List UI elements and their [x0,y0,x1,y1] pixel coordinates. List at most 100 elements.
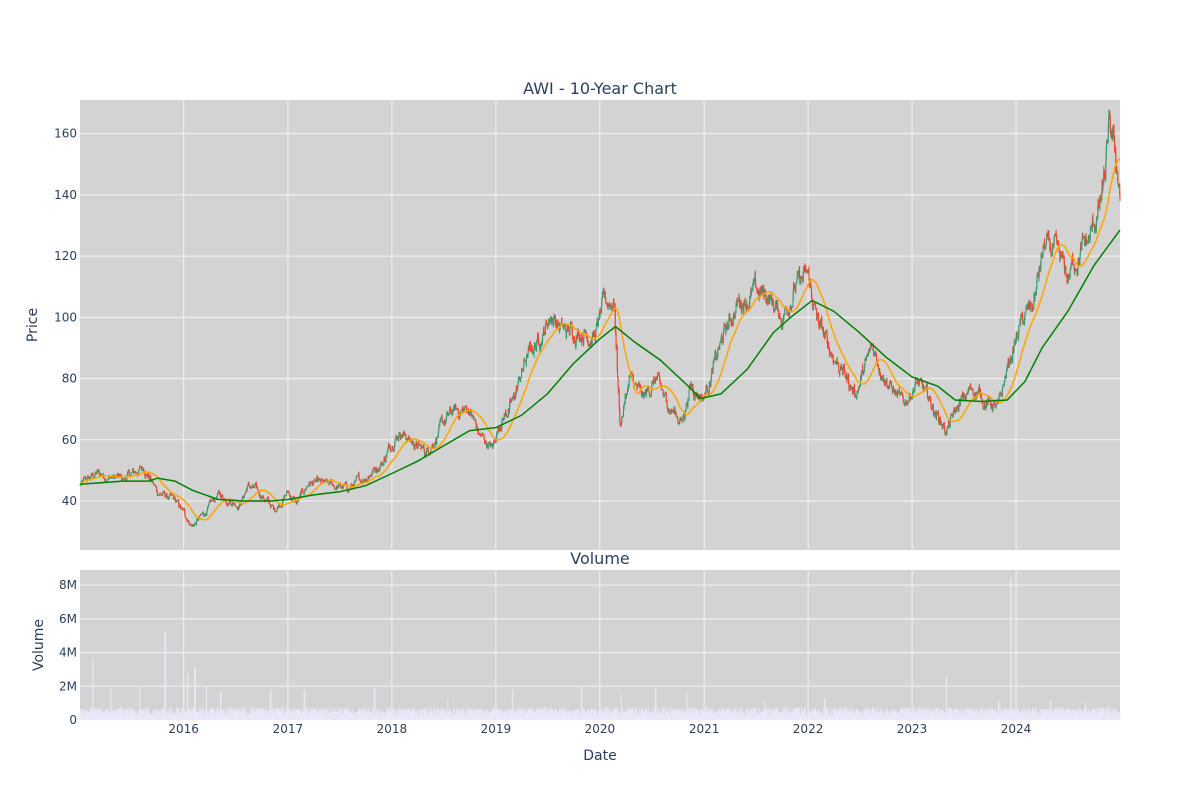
candle-body [261,497,262,498]
candle-body [480,436,481,437]
candle-body [761,287,762,293]
candle-body [430,449,431,452]
candle-body [189,524,190,525]
candle-body [759,289,760,290]
candle-body [87,476,88,479]
candle-body [81,480,82,481]
candle-body [424,453,425,455]
candle-body [205,514,206,516]
candle-body [767,298,768,304]
candle-body [335,488,336,489]
candle-body [622,416,623,417]
candle-body [950,421,951,426]
candle-body [397,437,398,440]
candle-body [981,394,982,398]
candle-body [93,475,94,477]
candle-body [484,442,485,443]
candle-body [803,269,804,274]
candle-body [249,487,250,488]
candle-body [271,505,272,506]
candle-body [592,333,593,339]
candle-body [207,507,208,510]
candle-body [303,493,304,494]
candle-body [173,496,174,499]
candle-body [649,390,650,393]
candle-body [393,450,394,451]
candle-body [546,323,547,325]
candle-body [488,445,489,446]
candle-body [875,352,876,355]
candle-body [504,413,505,416]
candle-body [897,393,898,397]
candle-body [945,434,946,435]
candle-body [183,509,184,510]
candle-body [274,508,275,510]
candle-body [321,480,322,481]
candle-body [1049,239,1050,240]
candle-body [404,431,405,432]
candle-body [929,397,930,398]
candle-body [405,433,406,435]
candle-body [888,386,889,388]
candle-body [947,428,948,429]
candle-body [267,497,268,498]
candle-body [651,392,652,396]
candle-body [263,496,264,497]
candle-body [1027,304,1028,309]
candle-body [245,492,246,494]
candle-body [221,495,222,497]
candle-body [305,489,306,490]
candle-body [965,398,966,400]
candle-body [269,502,270,504]
candle-body [637,386,638,389]
candle-body [355,480,356,482]
candle-body [749,296,750,298]
candle-body [688,400,689,401]
candle-body [248,482,249,484]
candle-body [1063,253,1064,257]
candle-body [868,352,869,356]
candle-body [1051,252,1052,256]
candle-body [534,343,535,347]
candle-body [595,330,596,336]
candle-body [690,384,691,387]
candle-body [957,406,958,410]
candle-body [1045,248,1046,249]
candle-body [436,439,437,444]
candle-body [309,482,310,483]
candle-body [444,421,445,424]
candle-body [795,284,796,291]
candle-body [923,385,924,389]
candle-body [610,306,611,307]
candle-body [307,486,308,487]
candle-body [486,444,487,448]
candle-body [624,405,625,409]
candle-body [961,396,962,399]
candle-body [179,505,180,506]
candle-body [552,321,553,322]
candle-body [948,421,949,425]
candle-body [959,401,960,405]
candle-body [943,426,944,429]
candle-body [644,393,645,396]
candle-body [669,411,670,414]
candle-body [337,486,338,488]
candle-body [654,379,655,380]
candle-body [95,474,96,475]
candle-body [865,358,866,359]
candle-body [239,505,240,508]
candle-body [498,428,499,431]
candle-body [458,410,459,413]
candle-body [450,407,451,409]
candle-body [857,391,858,392]
candle-body [193,525,194,526]
candle-body [681,417,682,419]
candle-body [209,500,210,501]
candle-body [899,394,900,395]
candle-body [619,411,620,421]
candle-body [692,385,693,387]
candle-body [720,342,721,344]
candle-body [797,272,798,273]
candle-body [426,448,427,449]
candle-body [855,396,856,397]
